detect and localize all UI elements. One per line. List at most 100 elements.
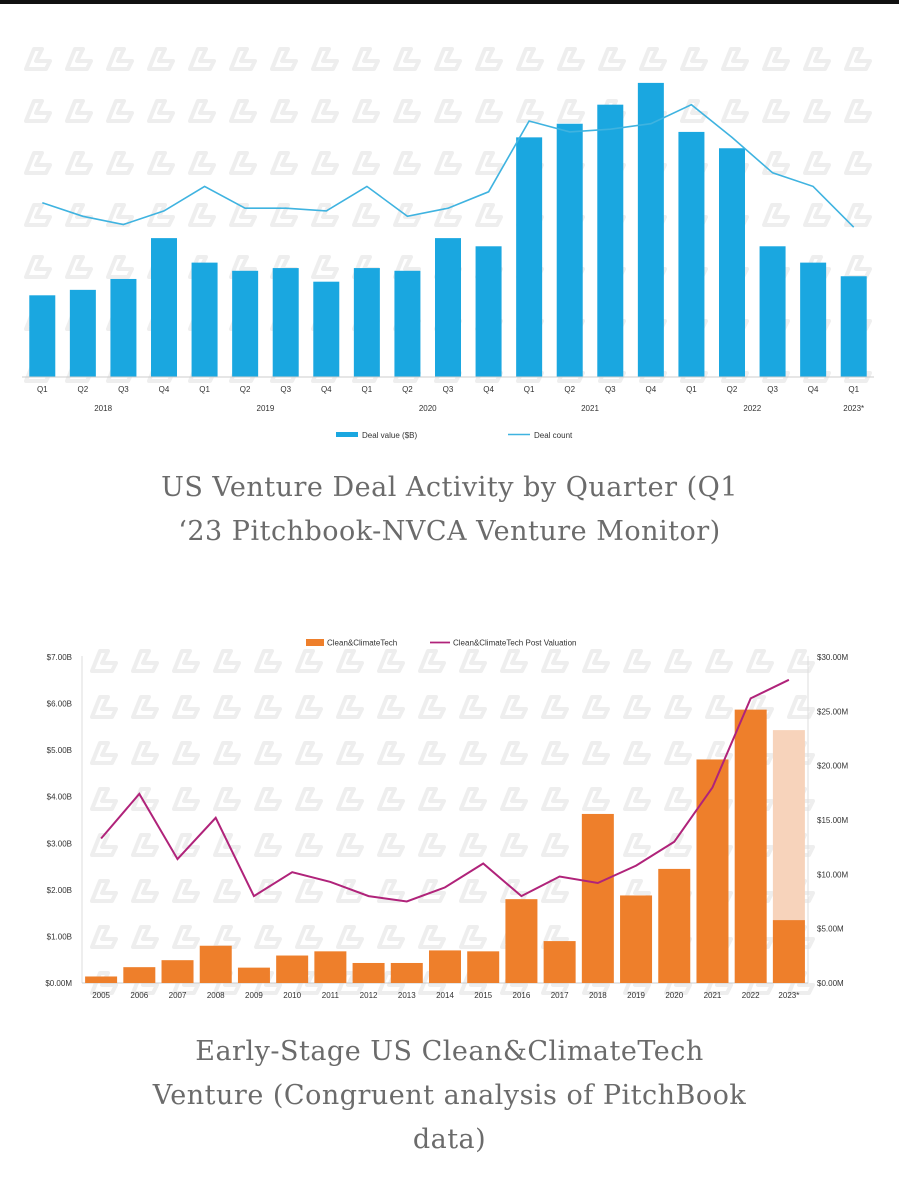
watermark-logo-icon [295,695,323,719]
left-axis-tick-label: $3.00B [47,839,72,848]
watermark-logo-icon [24,99,52,123]
watermark-logo-icon [270,47,298,71]
year-tick-label: 2018 [589,991,607,1000]
watermark-logo-icon [172,787,200,811]
deal-value-bar [556,123,583,377]
watermark-logo-icon [434,151,462,175]
watermark-logo-icon [352,47,380,71]
watermark-logo-icon [311,99,339,123]
left-axis-tick-label: $0.00M [45,979,72,988]
deal-value-bar [435,238,461,377]
top-border [0,0,899,4]
watermark-logo-icon [90,925,118,949]
watermark-logo-icon [311,151,339,175]
watermark-logo-icon [295,649,323,673]
watermark-logo-icon [705,695,733,719]
chart2-legend: Clean&ClimateTech Clean&ClimateTech Post… [306,639,576,648]
watermark-logo-icon [680,99,708,123]
watermark-logo-icon [803,99,831,123]
caption-line: data) [412,1124,487,1155]
quarter-tick-labels: Q1 Q2 Q3 Q4 Q1 Q2 Q3 Q4 Q1 Q2 Q3 Q4 Q1 Q2 Q3 Q4 Q1 Q2 Q3 Q4… [37,385,860,394]
left-axis-tick-labels: $0.00M $1.00B $2.00B $3.00B $4.00B $5.00B $6.0… [45,653,72,988]
climatetech-bar [505,899,538,983]
chart1-legend: Deal value ($B) Deal count [336,431,573,440]
quarter-tick-label: Q4 [808,385,819,394]
deal-value-bar [272,268,299,377]
watermark-logo-icon [664,787,692,811]
right-axis-tick-label: $30.00M [817,653,848,662]
quarter-tick-label: Q3 [280,385,291,394]
deal-value-bar [353,268,380,377]
watermark-logo-icon [787,695,815,719]
watermark-logo-icon [90,741,118,765]
quarter-tick-label: Q3 [118,385,129,394]
right-axis-tick-label: $10.00M [817,870,848,879]
watermark-logo-icon [844,47,872,71]
watermark-logo-icon [336,833,364,857]
watermark-logo-icon [147,47,175,71]
legend-label-deal-value: Deal value ($B) [362,431,417,440]
left-axis-tick-label: $7.00B [47,653,72,662]
watermark-logo-icon [459,741,487,765]
deal-value-bar [800,262,827,377]
right-axis-tick-label: $0.00M [817,979,844,988]
climatetech-bar [696,759,729,983]
watermark-logo-icon [623,787,651,811]
quarter-tick-label: Q1 [848,385,859,394]
quarter-tick-label: Q1 [37,385,48,394]
watermark-logo-icon [106,47,134,71]
climatetech-bar [314,951,347,983]
watermark-logo-icon [803,47,831,71]
caption-line: Venture (Congruent analysis of PitchBook [152,1080,747,1111]
watermark-logo-icon [147,99,175,123]
quarter-tick-label: Q3 [443,385,454,394]
watermark-logo-icon [90,695,118,719]
caption-line: ‘23 Pitchbook-NVCA Venture Monitor) [178,516,721,547]
deal-value-bars [29,82,867,377]
watermark-logo-icon [311,255,339,279]
deal-value-bar [637,82,664,377]
year-tick-label: 2018 [94,404,112,413]
watermark-logo-icon [418,695,446,719]
watermark-logo-icon [598,47,626,71]
watermark-logo-icon [213,833,241,857]
year-tick-label: 2017 [551,991,569,1000]
quarter-tick-label: Q1 [524,385,535,394]
legend-swatch-climatetech [306,639,324,646]
watermark-logo-icon [90,787,118,811]
deal-value-bar [232,270,259,377]
deal-value-bar [719,148,745,377]
year-tick-label: 2019 [627,991,645,1000]
watermark-logo-icon [762,203,790,227]
year-tick-label: 2023* [778,991,799,1000]
deal-value-bar [475,246,502,377]
deal-value-bar [151,238,177,377]
watermark-logo-icon [352,151,380,175]
watermark-logo-icon [65,255,93,279]
deal-value-bar [69,289,96,377]
climatetech-bars [85,709,805,983]
watermark-logo-icon [557,47,585,71]
watermark-logo-icon [721,99,749,123]
watermark-logo-icon [844,203,872,227]
climatetech-bar [123,967,156,983]
deal-value-bar [678,131,705,377]
year-tick-label: 2020 [665,991,683,1000]
left-axis-tick-label: $2.00B [47,886,72,895]
quarter-tick-label: Q2 [402,385,413,394]
watermark-logo-icon [680,47,708,71]
quarter-tick-label: Q4 [159,385,170,394]
year-tick-label: 2009 [245,991,263,1000]
year-tick-label: 2011 [322,991,340,1000]
watermark-logo-icon [147,203,175,227]
watermark-logo-icon [557,99,585,123]
watermark-logo-icon [762,99,790,123]
year-tick-label: 2022 [743,404,761,413]
deal-value-bar [110,278,137,377]
watermark-logo-icon [746,695,774,719]
legend-label-deal-count: Deal count [534,431,573,440]
watermark-logo-icon [131,649,159,673]
watermark-logo-icon [213,925,241,949]
watermark-logo-icon [24,255,52,279]
watermark-logo-icon [131,879,159,903]
